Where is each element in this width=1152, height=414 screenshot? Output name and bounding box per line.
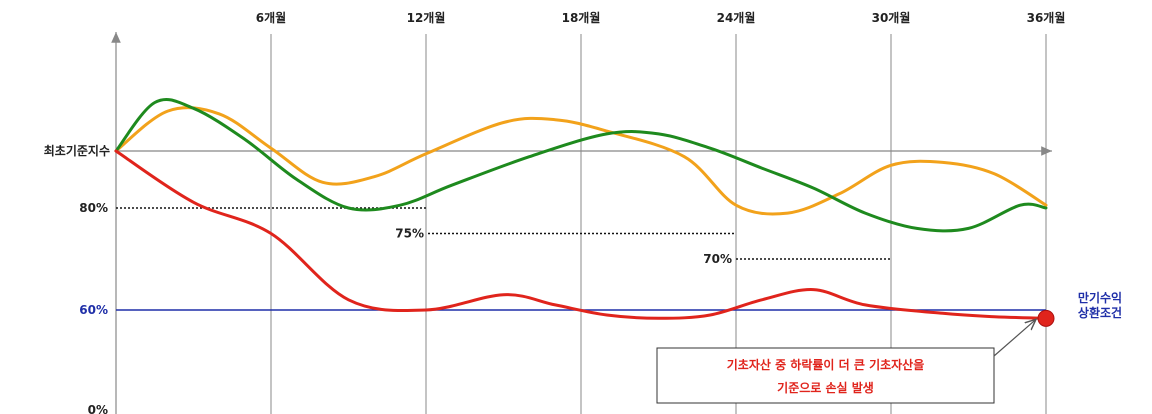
y-level-label: 최초기준지수 [44, 143, 110, 158]
x-tick-label: 12개월 [407, 10, 446, 25]
maturity-condition-line-1: 만기수익 [1078, 290, 1122, 305]
annotation-line-2: 기준으로 손실 발생 [777, 380, 874, 395]
annotation-line-1: 기초자산 중 하락률이 더 큰 기초자산을 [727, 357, 925, 372]
x-tick-label: 36개월 [1027, 10, 1066, 25]
loss-marker-dot [1037, 309, 1055, 327]
x-tick-label: 30개월 [872, 10, 911, 25]
barrier-label: 70% [703, 252, 732, 266]
annotation-box [656, 347, 995, 404]
series-line-3 [114, 149, 1048, 320]
series-line-2 [114, 98, 1048, 233]
maturity-condition-label: 만기수익 상환조건 [1078, 290, 1122, 320]
axes [111, 32, 1052, 414]
y-level-label: 0% [88, 403, 108, 414]
x-tick-label: 6개월 [256, 10, 286, 25]
maturity-condition-line-2: 상환조건 [1078, 305, 1122, 320]
x-tick-label: 24개월 [717, 10, 756, 25]
barrier-label: 75% [395, 227, 424, 241]
series-lines [114, 98, 1055, 327]
y-level-label: 80% [79, 201, 108, 215]
y-level-label: 60% [79, 303, 108, 317]
x-tick-label: 18개월 [562, 10, 601, 25]
series-line-1 [114, 106, 1048, 216]
grid-lines [270, 34, 1047, 414]
annotation-arrow [993, 319, 1036, 357]
